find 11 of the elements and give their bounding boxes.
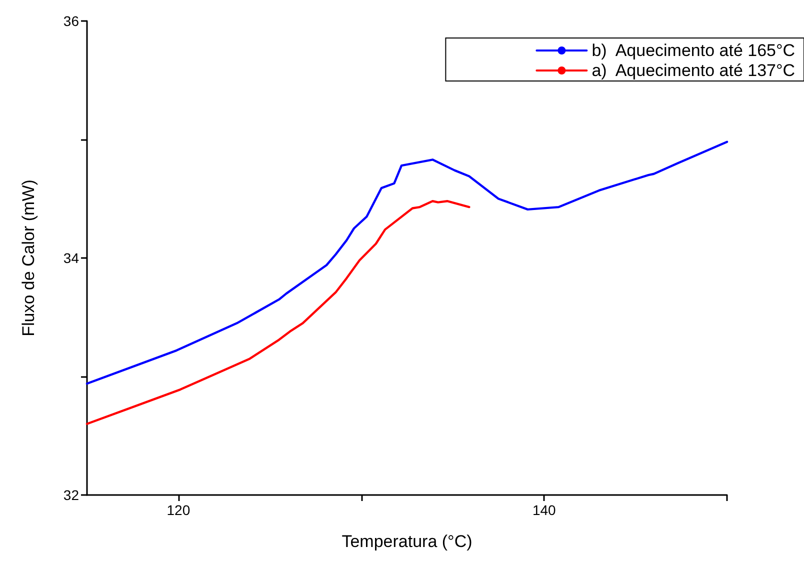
y-tick-label: 36 [63, 13, 80, 29]
legend-label: b) Aquecimento até 165°C [592, 41, 796, 60]
y-tick-label: 32 [63, 487, 80, 503]
x-axis-title: Temperatura (°C) [342, 532, 472, 551]
x-tick-label: 140 [532, 502, 556, 518]
x-tick-label: 120 [166, 502, 190, 518]
y-tick-label: 34 [63, 250, 80, 266]
line-series [86, 140, 728, 385]
line-series [86, 200, 470, 425]
legend-label: a) Aquecimento até 137°C [592, 61, 796, 80]
y-axis-title: Fluxo de Calor (mW) [19, 180, 38, 336]
